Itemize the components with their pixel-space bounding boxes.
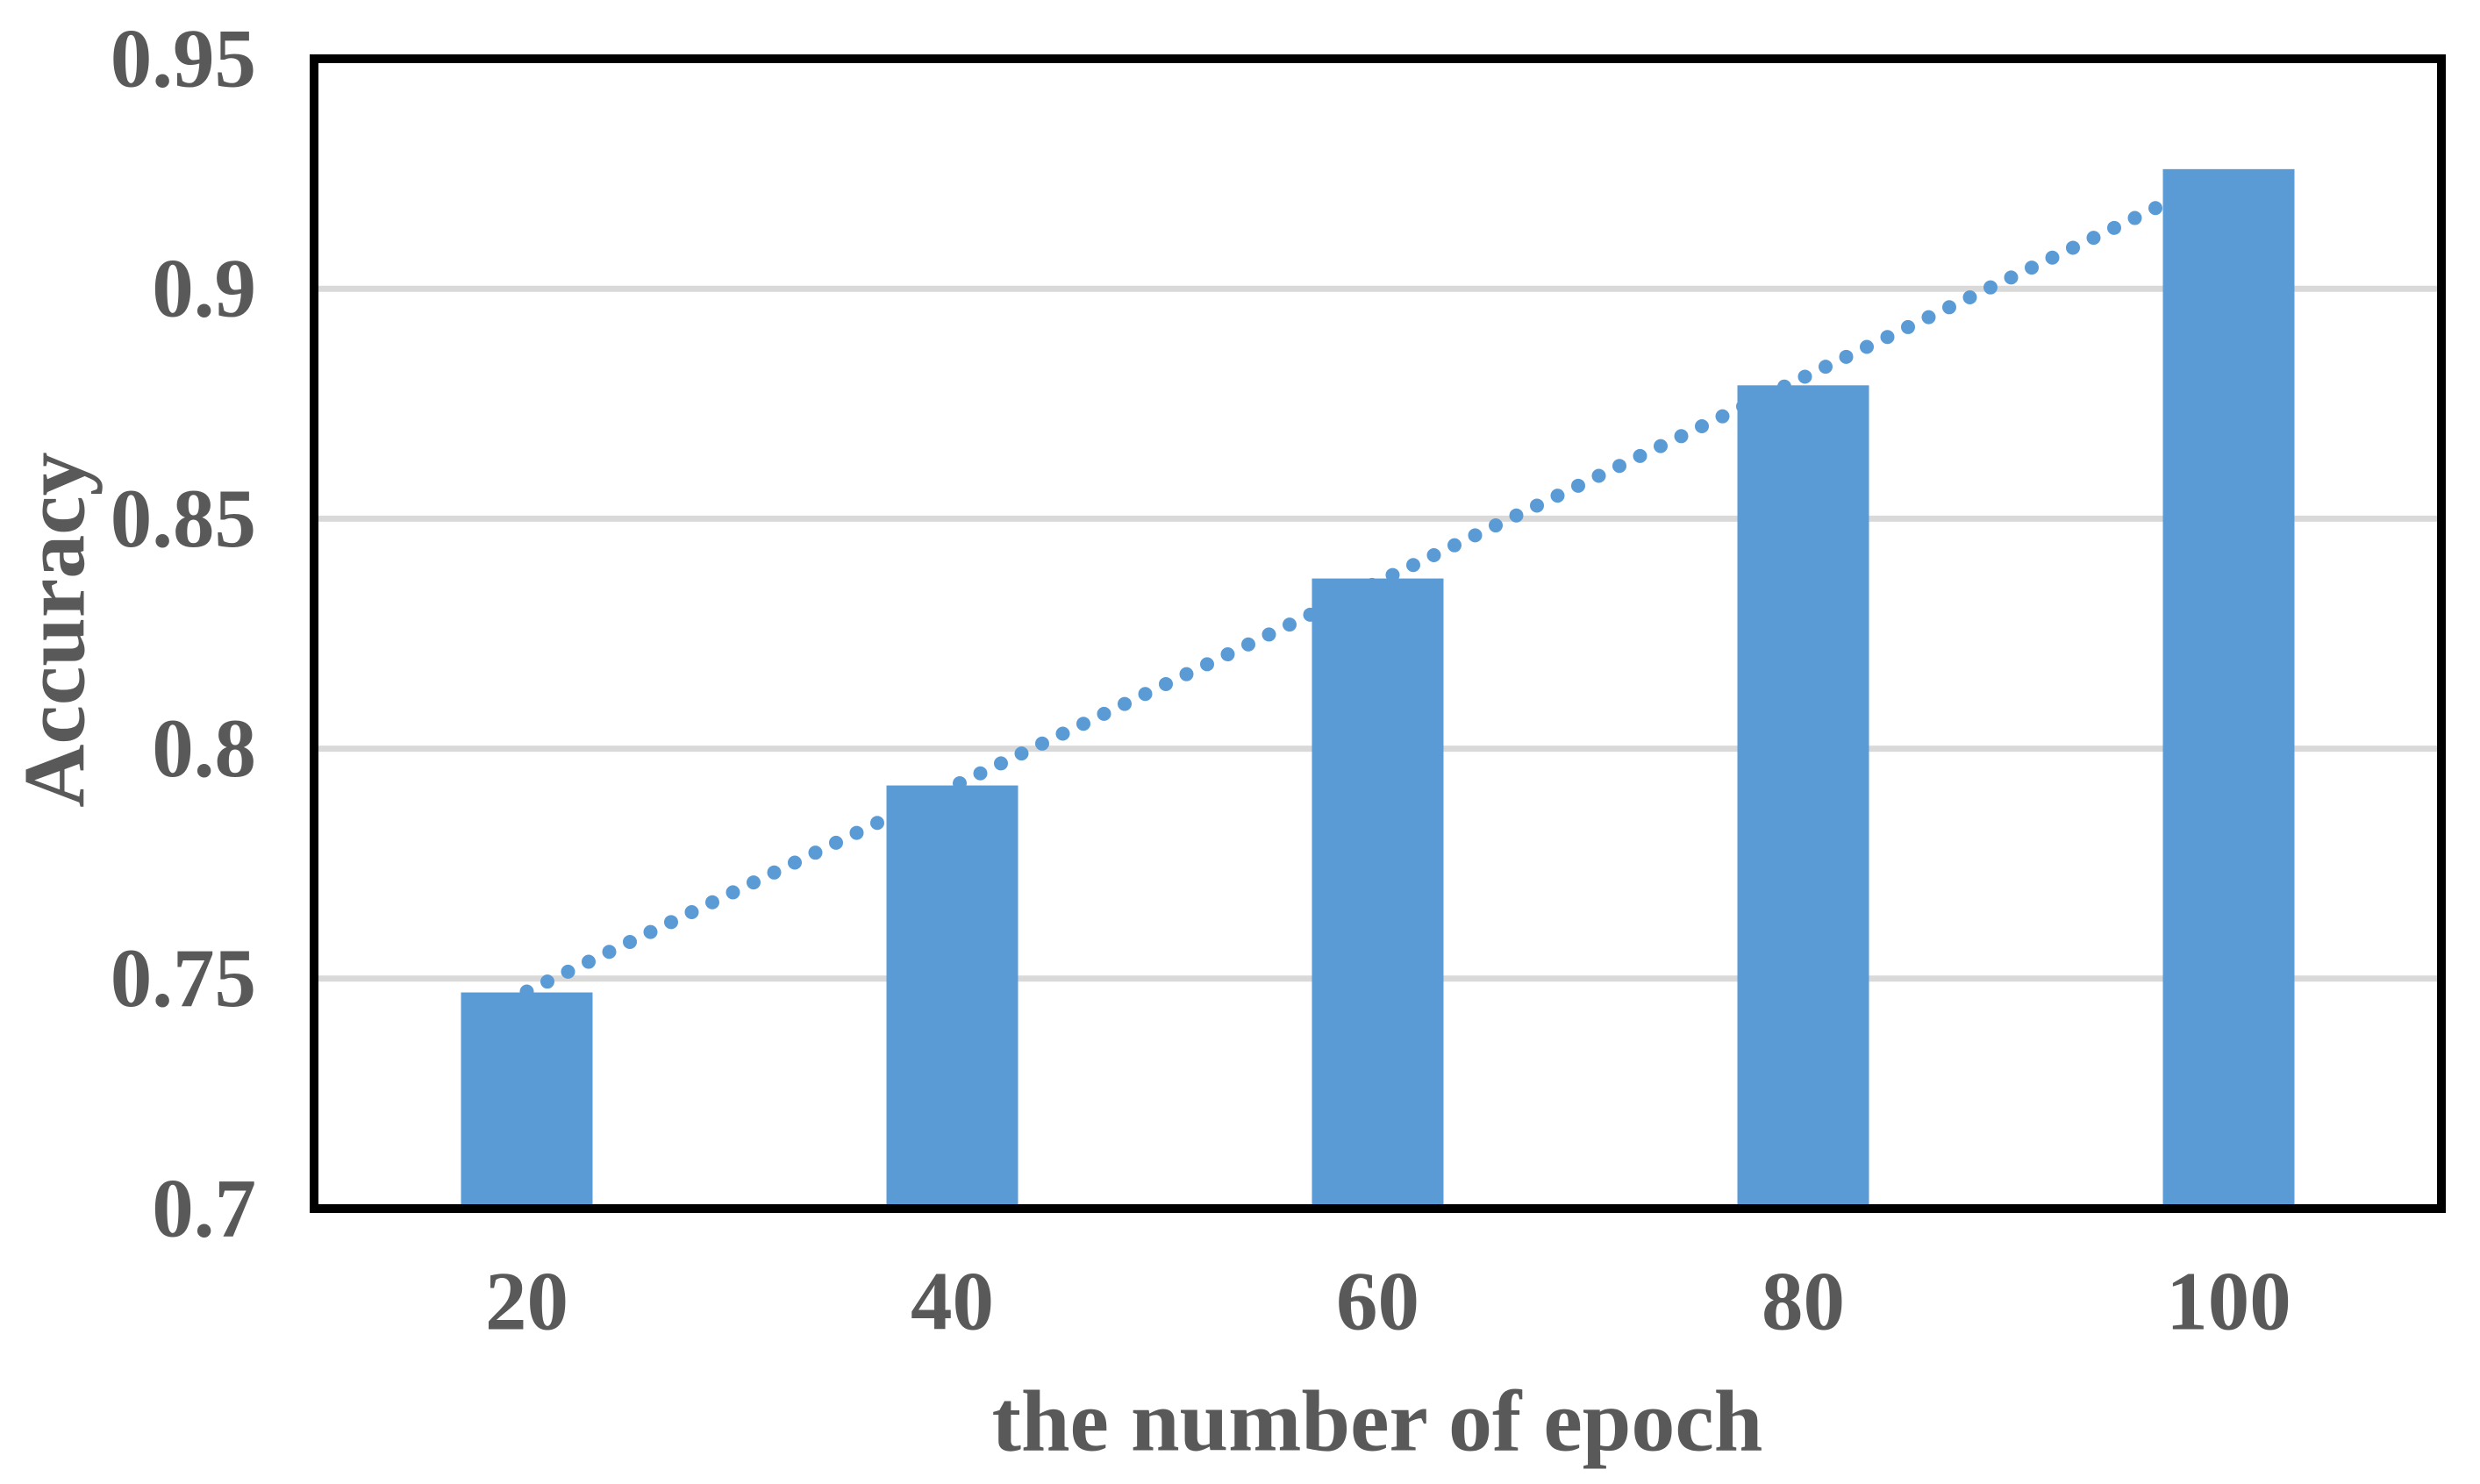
trendline-dot	[684, 905, 699, 920]
trendline-dot	[1797, 369, 1812, 384]
trendline-dot	[1447, 538, 1462, 553]
trendline-dot	[2086, 231, 2101, 246]
trendline-dot	[1695, 418, 1709, 433]
y-tick-label: 0.95	[111, 11, 256, 104]
trendline-dot	[1014, 746, 1029, 761]
trendline-dot	[602, 945, 617, 960]
trendline-dot	[623, 934, 637, 949]
trendline-dot	[1426, 547, 1441, 562]
bar-60	[1311, 578, 1444, 1209]
bar-40	[886, 785, 1018, 1209]
trendline-dot	[2025, 260, 2039, 275]
trendline-dot	[1489, 518, 1503, 533]
trendline-dot	[788, 855, 802, 870]
trendline-dot	[582, 954, 596, 969]
trendline-dot	[2127, 210, 2142, 225]
trendline-dot	[1530, 498, 1544, 513]
trendline-dot	[1654, 439, 1668, 453]
trendline-dot	[870, 816, 884, 831]
trendline-dot	[747, 875, 761, 890]
trendline-dot	[1097, 706, 1111, 721]
trendline-dot	[2004, 270, 2019, 285]
x-tick-label: 20	[485, 1254, 568, 1347]
trendline-dot	[1118, 696, 1132, 711]
trendline-dot	[561, 964, 575, 979]
trendline-dot	[2148, 201, 2162, 216]
trendline-dot	[1055, 726, 1070, 741]
y-tick-label: 0.75	[111, 931, 256, 1024]
y-tick-label: 0.9	[152, 242, 256, 335]
trendline-dot	[1591, 468, 1606, 483]
trendline-dot	[1035, 736, 1049, 751]
x-tick-label: 60	[1336, 1254, 1419, 1347]
trendline-dot	[1901, 319, 1915, 334]
trendline-dot	[1138, 687, 1153, 702]
trendline-dot	[1220, 647, 1235, 662]
trendline-dot	[1076, 717, 1090, 731]
bar-100	[2162, 168, 2295, 1209]
trendline-dot	[1179, 667, 1194, 681]
x-axis-title: the number of epoch	[991, 1372, 1763, 1470]
y-tick-label: 0.8	[152, 702, 256, 795]
trendline-dot	[1468, 528, 1483, 543]
trendline-dot	[2107, 220, 2121, 235]
trendline-dot	[1241, 637, 1255, 652]
trendline-dot	[829, 835, 843, 850]
trendline-dot	[973, 766, 988, 781]
trendline-dot	[1550, 489, 1565, 503]
x-tick-label: 100	[2166, 1254, 2291, 1347]
trendline-dot	[1200, 657, 1214, 672]
trendline-dot	[1839, 349, 1854, 364]
trendline-dot	[1509, 508, 1524, 523]
trendline-dot	[767, 865, 782, 880]
x-tick-label: 80	[1762, 1254, 1845, 1347]
trendline-dot	[1715, 409, 1730, 424]
bar-20	[461, 992, 593, 1209]
trendline-dot	[994, 756, 1008, 771]
trendline-dot	[1880, 330, 1895, 345]
trendline-dot	[1860, 339, 1874, 354]
trendline-dot	[1633, 448, 1647, 463]
trendline-dot	[1674, 429, 1689, 444]
trendline-dot	[1962, 289, 1977, 304]
y-axis-title: Accuracy	[5, 452, 104, 808]
y-tick-label: 0.85	[111, 472, 256, 565]
y-tick-label: 0.7	[152, 1161, 256, 1254]
trendline-dot	[1819, 360, 1833, 375]
trendline-dot	[1571, 478, 1585, 493]
trendline-dot	[1921, 310, 1936, 325]
trendline-dot	[725, 885, 740, 900]
trendline-dot	[849, 825, 864, 840]
trendline-dot	[808, 845, 823, 860]
trendline-dot	[1983, 280, 1998, 295]
trendline-dot	[705, 895, 719, 910]
trendline-dot	[664, 915, 678, 930]
trendline-dot	[1612, 459, 1626, 474]
trendline-dot	[2045, 250, 2060, 265]
trendline-dot	[643, 924, 658, 939]
trendline-dot	[2066, 240, 2080, 255]
bar-80	[1737, 385, 1869, 1209]
trendline-dot	[1406, 558, 1420, 573]
trendline-dot	[1159, 676, 1173, 691]
trendline-dot	[1283, 617, 1297, 632]
trendline-dot	[1261, 627, 1276, 642]
plot-border	[310, 54, 2446, 1213]
trendline-dot	[540, 974, 554, 989]
trendline-dot	[1942, 300, 1956, 315]
x-tick-label: 40	[911, 1254, 994, 1347]
